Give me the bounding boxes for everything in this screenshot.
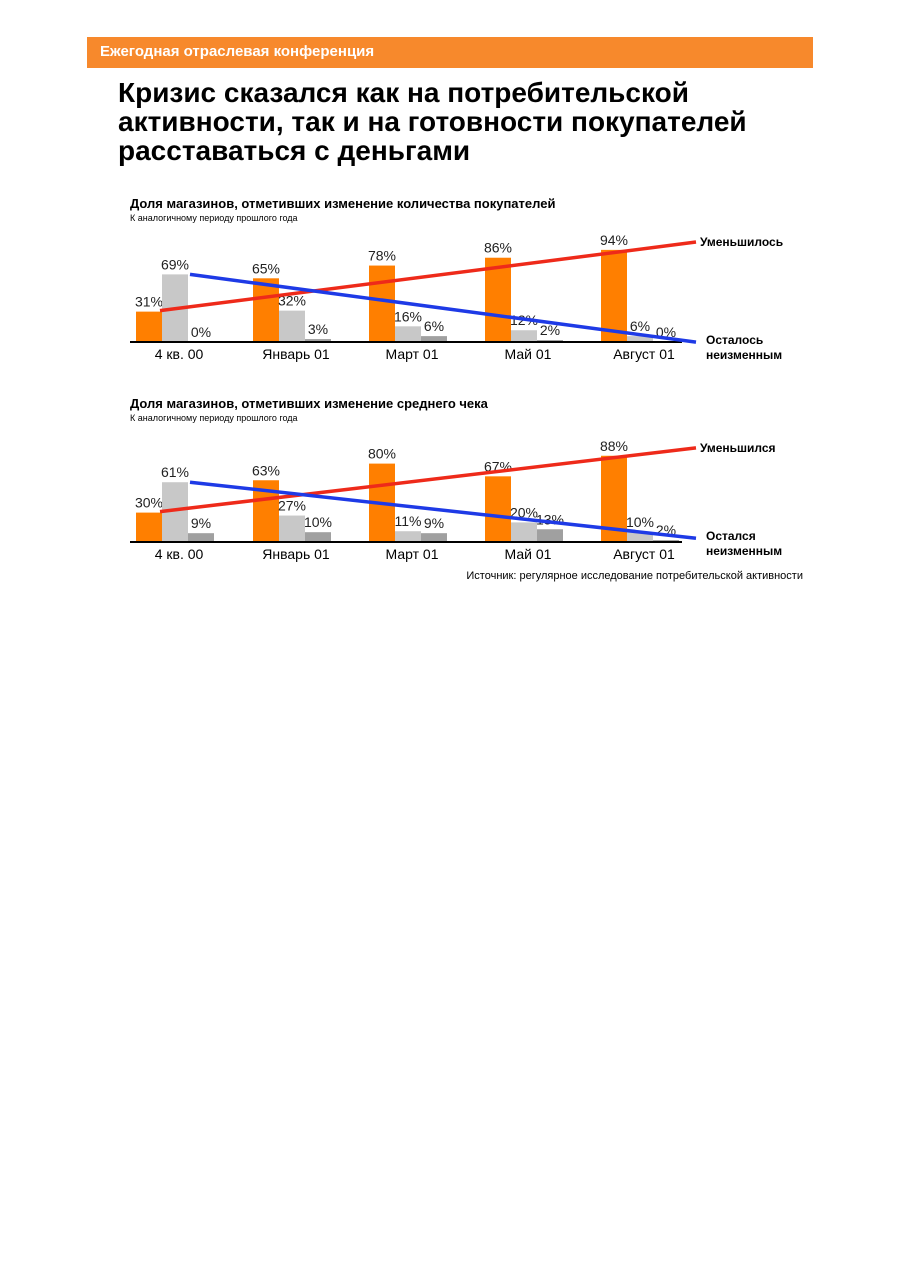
dark-bar bbox=[188, 533, 214, 542]
orange-bar bbox=[253, 278, 279, 342]
x-tick-label: Январь 01 bbox=[262, 346, 330, 362]
trend-label-decreased: Уменьшился bbox=[700, 441, 776, 455]
dark-bar bbox=[305, 532, 331, 542]
dark-bar bbox=[421, 336, 447, 342]
value-label: 80% bbox=[368, 446, 396, 462]
value-label: 69% bbox=[161, 256, 189, 272]
trend-label-unchanged: Остался bbox=[706, 529, 756, 543]
value-label: 16% bbox=[394, 308, 422, 324]
chart-plot: 31%65%78%86%94%69%32%16%12%6%0%3%6%2%0%4… bbox=[130, 232, 783, 362]
value-label: 61% bbox=[161, 464, 189, 480]
x-tick-label: Август 01 bbox=[613, 546, 675, 562]
trend-line-decreased bbox=[159, 240, 697, 313]
x-tick-label: Март 01 bbox=[386, 546, 439, 562]
x-tick-label: Март 01 bbox=[386, 346, 439, 362]
chart-subtitle: К аналогичному периоду прошлого года bbox=[130, 413, 298, 423]
value-label: 94% bbox=[600, 232, 628, 248]
value-label: 6% bbox=[630, 318, 650, 334]
value-label: 86% bbox=[484, 240, 512, 256]
x-tick-label: Январь 01 bbox=[262, 546, 330, 562]
dark-bar bbox=[537, 529, 563, 542]
slide-title: Кризис сказался как на потребительской а… bbox=[118, 77, 747, 166]
chart-plot: 30%63%80%67%88%61%27%11%20%10%9% 10% 9% 13%… bbox=[130, 438, 782, 562]
value-label: 9% bbox=[191, 515, 211, 531]
value-label: 0% bbox=[191, 324, 211, 340]
orange-bar bbox=[369, 265, 395, 342]
trend-label-unchanged: неизменным bbox=[706, 348, 782, 362]
trend-label-decreased: Уменьшилось bbox=[700, 235, 783, 249]
light-bar bbox=[279, 515, 305, 542]
light-bar bbox=[627, 336, 653, 342]
source-note: Источник: регулярное исследование потреб… bbox=[466, 570, 803, 582]
x-tick-label: 4 кв. 00 bbox=[155, 546, 204, 562]
value-label: 30% bbox=[135, 495, 163, 511]
value-label: 10% bbox=[626, 514, 654, 530]
value-label: 27% bbox=[278, 498, 306, 514]
dark-bar bbox=[305, 339, 331, 342]
light-bar bbox=[511, 330, 537, 342]
value-label: 63% bbox=[252, 462, 280, 478]
value-label: 31% bbox=[135, 294, 163, 310]
light-bar bbox=[627, 532, 653, 542]
value-label: 20% bbox=[510, 504, 538, 520]
trend-line-unchanged bbox=[189, 272, 697, 344]
customers-chart: 31%65%78%86%94%69%32%16%12%6%0%3%6%2%0%4… bbox=[130, 196, 810, 376]
light-bar bbox=[279, 310, 305, 342]
value-label: 65% bbox=[252, 260, 280, 276]
trend-line-unchanged bbox=[189, 480, 697, 540]
chart-title: Доля магазинов, отметивших изменение сре… bbox=[130, 396, 488, 411]
x-tick-label: Август 01 bbox=[613, 346, 675, 362]
x-tick-label: 4 кв. 00 bbox=[155, 346, 204, 362]
light-bar bbox=[511, 522, 537, 542]
orange-bar bbox=[136, 311, 162, 342]
orange-bar bbox=[136, 512, 162, 542]
chart-subtitle: К аналогичному периоду прошлого года bbox=[130, 213, 298, 223]
value-label: 2% bbox=[540, 322, 560, 338]
trend-label-unchanged: неизменным bbox=[706, 544, 782, 558]
orange-bar bbox=[485, 257, 511, 342]
value-label: 6% bbox=[424, 318, 444, 334]
light-bar bbox=[395, 326, 421, 342]
header-bar: Ежегодная отраслевая конференция bbox=[87, 37, 813, 68]
value-label: 11% bbox=[395, 513, 422, 529]
trend-line-decreased bbox=[159, 446, 697, 514]
light-bar bbox=[395, 531, 421, 542]
dark-bar bbox=[421, 533, 447, 542]
header-title: Ежегодная отраслевая конференция bbox=[100, 43, 375, 60]
chart-title: Доля магазинов, отметивших изменение кол… bbox=[130, 196, 556, 211]
x-tick-label: Май 01 bbox=[505, 546, 552, 562]
x-tick-label: Май 01 bbox=[505, 346, 552, 362]
trend-label-unchanged: Осталось bbox=[706, 333, 763, 347]
orange-bar bbox=[601, 249, 627, 342]
value-label: 3% bbox=[308, 321, 328, 337]
average-check-chart: 30% 63% 80% 67% 88% 61% 27% 11% 20% 10% 9% 10% 9% 13%… bbox=[130, 396, 810, 576]
value-label: 88% bbox=[600, 438, 628, 454]
value-label: 9% bbox=[424, 515, 444, 531]
value-label: 32% bbox=[278, 293, 306, 309]
value-label: 10% bbox=[304, 514, 332, 530]
value-label: 78% bbox=[368, 248, 396, 264]
orange-bar bbox=[485, 476, 511, 542]
